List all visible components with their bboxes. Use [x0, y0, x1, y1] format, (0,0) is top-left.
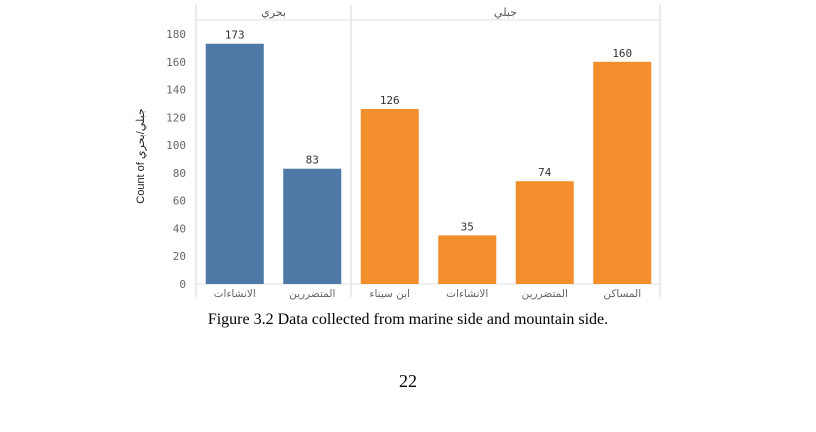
- y-tick-label: 80: [173, 167, 186, 180]
- bar: [515, 181, 574, 284]
- bar-value-label: 173: [225, 29, 245, 42]
- x-category-label: المساكن: [603, 288, 641, 300]
- y-tick-label: 140: [166, 84, 186, 97]
- bar: [360, 109, 419, 284]
- y-tick-label: 160: [166, 56, 186, 69]
- y-tick-label: 60: [173, 195, 186, 208]
- bar: [438, 235, 497, 284]
- bar: [205, 43, 264, 284]
- bar-value-label: 83: [306, 154, 319, 167]
- y-axis-title: Count of جبلي/بحري: [135, 108, 147, 203]
- page-number: 22: [399, 371, 417, 391]
- y-tick-label: 40: [173, 222, 186, 235]
- bar-chart: 0 20 40 60 80 100 120 140 160 180 Count of جبلي/بح…: [135, 5, 661, 300]
- bar: [283, 168, 342, 284]
- y-tick-label: 100: [166, 139, 186, 152]
- figure-caption: Figure 3.2 Data collected from marine si…: [207, 311, 609, 328]
- bar-value-label: 74: [538, 166, 552, 179]
- bar-value-label: 126: [380, 94, 400, 107]
- bar-value-label: 35: [461, 220, 474, 233]
- y-tick-label: 180: [166, 28, 186, 41]
- x-category-label: الانشاءات: [214, 288, 256, 300]
- x-category-label: ابن سيناء: [370, 288, 410, 300]
- panel-header: بحري: [261, 6, 286, 19]
- y-tick-label: 120: [166, 111, 186, 124]
- y-tick-label: 20: [173, 250, 186, 263]
- x-category-label: المتضررين: [522, 288, 568, 300]
- panel-header: جبلي: [494, 6, 517, 19]
- bar: [593, 61, 652, 285]
- bar-value-label: 160: [612, 47, 632, 60]
- x-category-label: الانشاءات: [446, 288, 488, 300]
- x-category-label: المتضررين: [289, 288, 335, 300]
- y-tick-label: 0: [179, 278, 186, 291]
